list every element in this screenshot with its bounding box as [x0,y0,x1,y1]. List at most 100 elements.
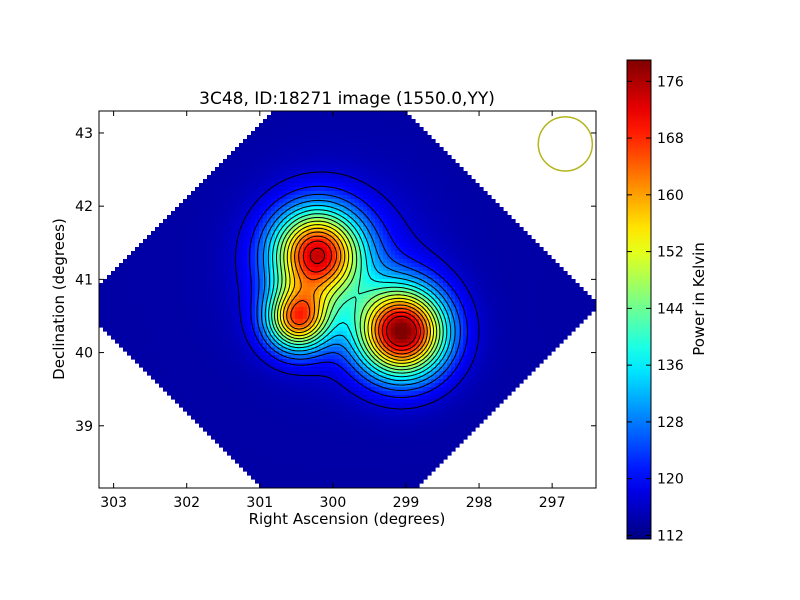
heatmap-cell [287,119,292,124]
heatmap-cell [339,143,344,148]
heatmap-cell [443,159,448,164]
heatmap-cell [423,335,428,340]
heatmap-cell [263,323,268,328]
heatmap-cell [479,243,484,248]
heatmap-cell [191,339,196,344]
heatmap-cell [531,239,536,244]
heatmap-cell [535,267,540,272]
heatmap-cell [127,331,132,336]
heatmap-cell [443,191,448,196]
heatmap-cell [187,231,192,236]
heatmap-cell [263,147,268,152]
heatmap-cell [159,283,164,288]
heatmap-cell [207,267,212,272]
heatmap-cell [455,335,460,340]
heatmap-cell [207,287,212,292]
heatmap-cell [267,171,272,176]
heatmap-cell [367,319,372,324]
heatmap-cell [171,315,176,320]
heatmap-cell [219,211,224,216]
heatmap-cell [407,127,412,132]
heatmap-cell [503,323,508,328]
heatmap-cell [227,223,232,228]
heatmap-cell [427,327,432,332]
heatmap-cell [283,211,288,216]
heatmap-cell [251,195,256,200]
heatmap-cell [127,275,132,280]
heatmap-cell [227,255,232,260]
heatmap-cell [303,115,308,120]
heatmap-cell [423,251,428,256]
heatmap-cell [351,327,356,332]
heatmap-cell [175,211,180,216]
heatmap-cell [119,283,124,288]
heatmap-cell [131,311,136,316]
heatmap-cell [251,235,256,240]
heatmap-cell [291,227,296,232]
heatmap-cell [411,159,416,164]
heatmap-cell [119,311,124,316]
heatmap-cell [303,175,308,180]
heatmap-cell [459,271,464,276]
heatmap-cell [535,315,540,320]
heatmap-cell [271,219,276,224]
heatmap-cell [191,287,196,292]
heatmap-cell [319,127,324,132]
heatmap-cell [583,291,588,296]
heatmap-cell [435,211,440,216]
heatmap-cell [203,299,208,304]
heatmap-cell [363,267,368,272]
heatmap-cell [187,215,192,220]
heatmap-cell [127,263,132,268]
heatmap-cell [499,287,504,292]
heatmap-cell [347,235,352,240]
heatmap-cell [383,251,388,256]
heatmap-cell [311,319,316,324]
heatmap-cell [291,315,296,320]
heatmap-cell [355,331,360,336]
heatmap-cell [399,115,404,120]
heatmap-cell [419,247,424,252]
heatmap-cell [359,223,364,228]
heatmap-cell [519,283,524,288]
heatmap-cell [455,299,460,304]
heatmap-cell [415,135,420,140]
heatmap-cell [271,243,276,248]
heatmap-cell [307,247,312,252]
heatmap-cell [335,315,340,320]
heatmap-cell [363,207,368,212]
heatmap-cell [567,331,572,336]
heatmap-cell [351,199,356,204]
heatmap-cell [431,223,436,228]
heatmap-cell [303,163,308,168]
heatmap-cell [471,323,476,328]
heatmap-cell [435,275,440,280]
heatmap-cell [343,251,348,256]
heatmap-cell [223,171,228,176]
heatmap-cell [551,287,556,292]
heatmap-cell [331,163,336,168]
heatmap-cell [215,215,220,220]
heatmap-cell [351,159,356,164]
heatmap-cell [123,327,128,332]
heatmap-cell [403,175,408,180]
heatmap-cell [247,299,252,304]
heatmap-cell [243,139,248,144]
heatmap-cell [135,299,140,304]
heatmap-cell [527,263,532,268]
heatmap-cell [303,319,308,324]
heatmap-cell [203,207,208,212]
heatmap-cell [247,315,252,320]
heatmap-cell [447,219,452,224]
heatmap-cell [355,187,360,192]
heatmap-cell [335,215,340,220]
heatmap-cell [419,179,424,184]
heatmap-cell [243,275,248,280]
heatmap-cell [443,251,448,256]
heatmap-cell [283,195,288,200]
heatmap-cell [359,243,364,248]
heatmap-cell [395,307,400,312]
heatmap-cell [455,327,460,332]
heatmap-cell [459,263,464,268]
heatmap-cell [223,219,228,224]
